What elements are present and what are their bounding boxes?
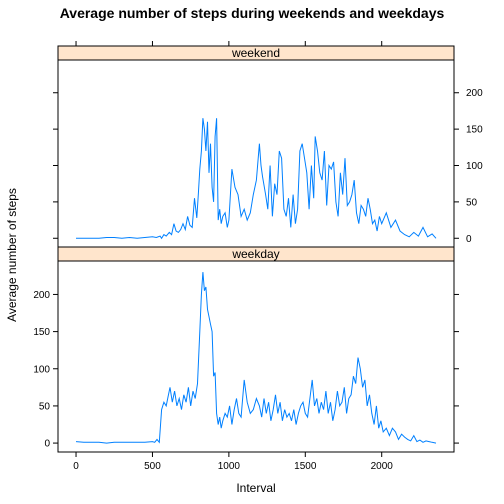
y-tick-label: 150 — [466, 125, 483, 136]
y-tick-label: 200 — [466, 88, 483, 99]
y-tick-label: 0 — [466, 234, 472, 245]
strip-label-weekday: weekday — [231, 247, 279, 261]
panel-frame-weekday — [58, 261, 454, 452]
chart-title: Average number of steps during weekends … — [60, 5, 445, 21]
y-tick-label: 200 — [33, 290, 50, 301]
y-tick-label: 50 — [39, 401, 51, 412]
strip-label-weekend: weekend — [231, 46, 280, 60]
y-tick-label: 50 — [466, 197, 478, 208]
x-tick-label: 0 — [73, 461, 79, 472]
x-tick-label: 500 — [144, 461, 161, 472]
x-tick-label: 2000 — [371, 461, 394, 472]
y-tick-label: 100 — [466, 161, 483, 172]
y-tick-label: 150 — [33, 327, 50, 338]
x-tick-label: 1500 — [294, 461, 317, 472]
y-tick-label: 0 — [44, 439, 50, 450]
x-tick-label: 1000 — [218, 461, 241, 472]
series-line-weekday — [76, 272, 436, 443]
y-axis-label: Average number of steps — [5, 188, 19, 322]
panel-weekend: weekend 0 50 100 150 200 — [53, 46, 483, 247]
series-line-weekend — [76, 118, 436, 238]
x-axis-label: Interval — [236, 481, 275, 495]
panel-frame-weekend — [58, 60, 454, 247]
panel-weekday: weekday 0 50 100 150 200 — [33, 247, 459, 452]
y-tick-label: 100 — [33, 364, 50, 375]
